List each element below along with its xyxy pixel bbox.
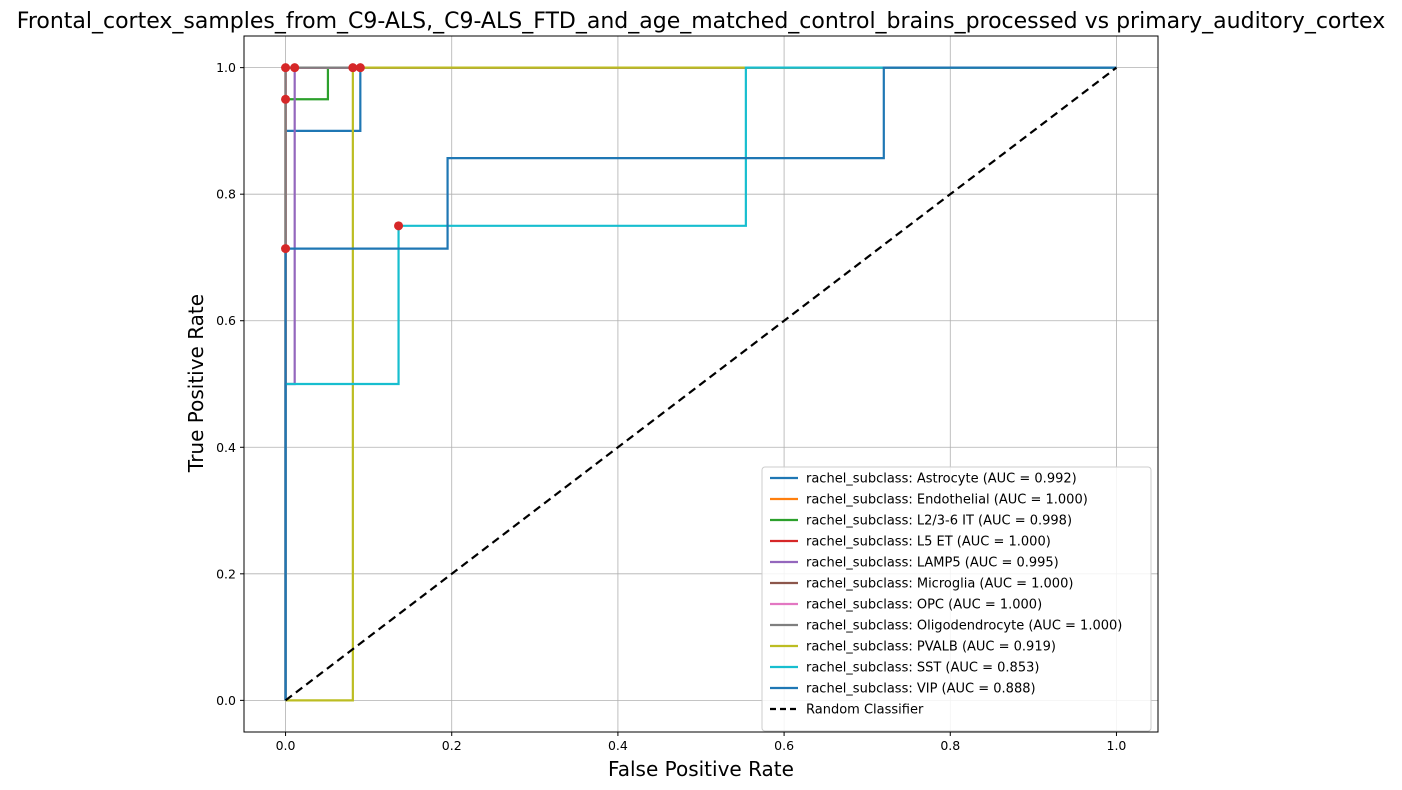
optimal-point-0 <box>281 63 291 73</box>
legend: rachel_subclass: Astrocyte (AUC = 0.992)… <box>761 466 1152 732</box>
legend-label-1: rachel_subclass: Endothelial (AUC = 1.00… <box>806 493 1088 508</box>
y-tick-label: 1.0 <box>216 60 236 75</box>
legend-label-6: rachel_subclass: OPC (AUC = 1.000) <box>806 598 1042 613</box>
optimal-point-4 <box>281 94 291 104</box>
x-tick-label: 0.0 <box>276 738 296 753</box>
legend-label-10: rachel_subclass: VIP (AUC = 0.888) <box>806 682 1036 697</box>
y-tick-label: 0.4 <box>216 440 236 455</box>
x-axis-title: False Positive Rate <box>608 757 794 781</box>
optimal-points-layer <box>281 63 404 254</box>
legend-label-9: rachel_subclass: SST (AUC = 0.853) <box>806 661 1039 676</box>
legend-label-5: rachel_subclass: Microglia (AUC = 1.000) <box>806 577 1073 592</box>
optimal-point-3 <box>355 63 365 73</box>
legend-label-11: Random Classifier <box>806 703 924 718</box>
x-tick-label: 0.8 <box>940 738 960 753</box>
y-axis-title: True Positive Rate <box>184 294 208 473</box>
legend-box <box>761 466 1152 732</box>
legend-label-2: rachel_subclass: L2/3-6 IT (AUC = 0.998) <box>806 514 1072 529</box>
optimal-point-6 <box>394 221 404 231</box>
x-tick-label: 0.2 <box>442 738 462 753</box>
y-tick-label: 0.8 <box>216 187 236 202</box>
optimal-point-2 <box>348 63 358 73</box>
optimal-point-1 <box>290 63 300 73</box>
legend-label-3: rachel_subclass: L5 ET (AUC = 1.000) <box>806 535 1051 550</box>
chart-title: Frontal_cortex_samples_from_C9-ALS,_C9-A… <box>17 9 1385 34</box>
x-tick-label: 0.6 <box>774 738 794 753</box>
y-tick-label: 0.0 <box>216 693 236 708</box>
plot-frame <box>243 35 1159 733</box>
legend-label-4: rachel_subclass: LAMP5 (AUC = 0.995) <box>806 556 1059 571</box>
legend-label-8: rachel_subclass: PVALB (AUC = 0.919) <box>806 640 1056 655</box>
x-tick-label: 0.4 <box>608 738 628 753</box>
axis-ticks: 0.0 0.2 0.4 0.6 0.8 1.0 0.0 0.2 0.4 0.6 0.8 1.0 <box>216 60 1126 753</box>
optimal-point-5 <box>281 244 291 254</box>
y-tick-label: 0.2 <box>216 566 236 581</box>
y-tick-label: 0.6 <box>216 313 236 328</box>
legend-label-7: rachel_subclass: Oligodendrocyte (AUC = … <box>806 619 1122 634</box>
legend-label-0: rachel_subclass: Astrocyte (AUC = 0.992) <box>806 472 1077 487</box>
series-line-11 <box>284 66 1118 702</box>
x-tick-label: 1.0 <box>1107 738 1127 753</box>
